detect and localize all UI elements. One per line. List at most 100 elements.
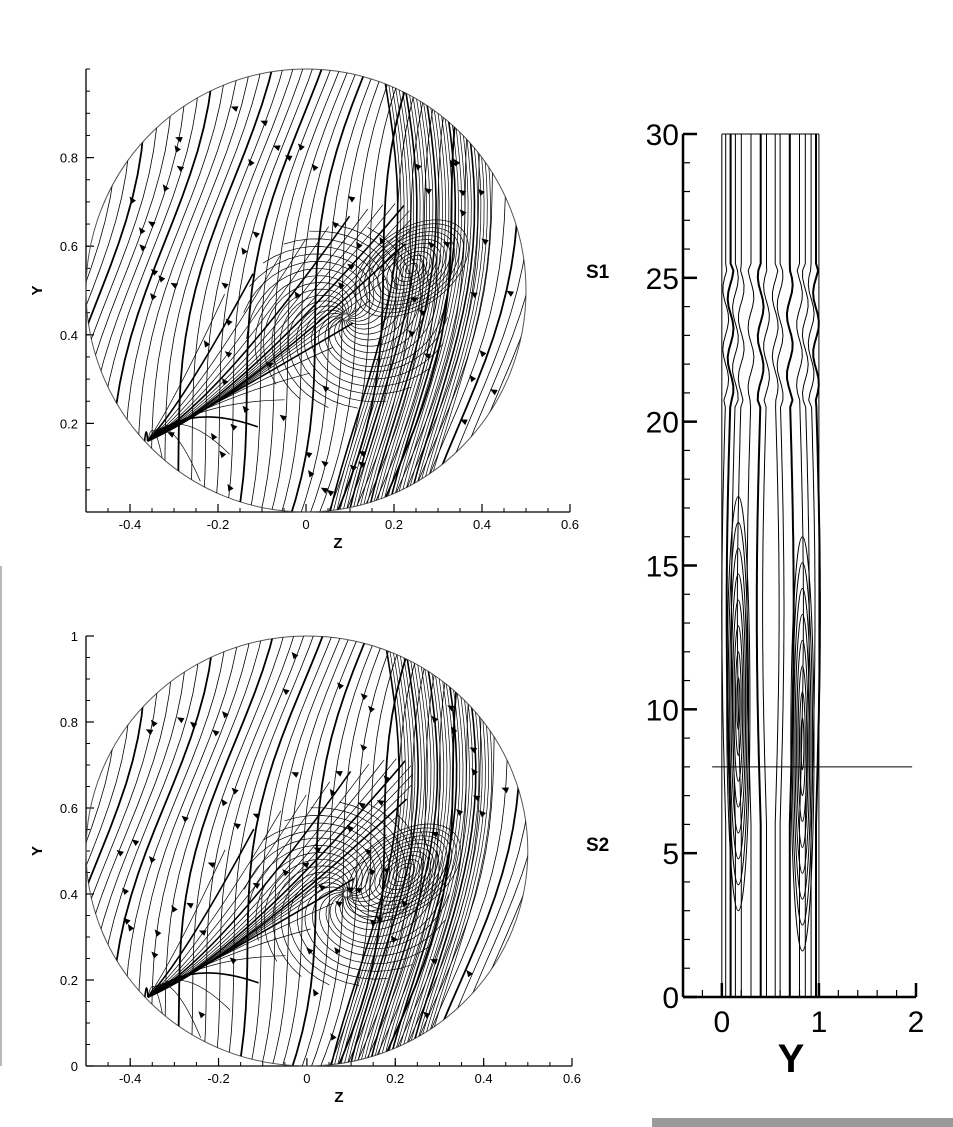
streamline xyxy=(201,69,297,512)
arrowhead xyxy=(360,744,368,752)
y-tick-label: 15 xyxy=(646,551,679,584)
streamline xyxy=(147,849,226,998)
domain-circle xyxy=(85,68,527,513)
arrowhead xyxy=(116,850,124,857)
streamline xyxy=(391,250,432,286)
contour-line xyxy=(755,134,765,997)
arrowhead xyxy=(477,188,485,196)
eddy-contour xyxy=(727,521,750,886)
streamline xyxy=(352,69,421,512)
streamline xyxy=(86,636,187,1066)
streamline xyxy=(304,886,413,972)
streamline xyxy=(338,225,405,335)
streamline xyxy=(348,69,418,512)
arrowhead xyxy=(224,351,233,358)
arrowhead xyxy=(424,188,432,195)
arrowhead xyxy=(158,275,166,283)
arrowhead xyxy=(252,231,260,239)
streamline xyxy=(150,69,253,512)
streamline xyxy=(374,69,443,512)
streamline xyxy=(341,636,427,1066)
streamline xyxy=(263,282,353,385)
arrowhead xyxy=(175,137,183,143)
arrowhead xyxy=(479,350,487,358)
streamline xyxy=(403,69,472,512)
arrowhead xyxy=(151,951,159,959)
y-tick-label: 0.6 xyxy=(60,239,78,254)
streamline xyxy=(378,636,448,1066)
arrowhead xyxy=(331,221,340,229)
arrowhead xyxy=(360,693,368,701)
streamline xyxy=(123,69,228,512)
contour-line xyxy=(807,134,816,997)
x-axis-title: Z xyxy=(334,1089,343,1106)
streamline xyxy=(86,636,159,1066)
arrowhead xyxy=(447,705,455,712)
streamline xyxy=(307,636,390,1066)
arrowhead xyxy=(347,263,355,271)
arrowhead xyxy=(297,143,305,151)
streamline xyxy=(431,69,526,512)
x-axis-title: Y xyxy=(778,1037,805,1081)
arrowhead xyxy=(337,682,344,690)
contour-line xyxy=(736,134,745,997)
streamline xyxy=(147,770,352,998)
streamline xyxy=(147,763,370,998)
channel-contour-plot: 0 5 10 15 20 25 30 0 1 2 Y xyxy=(646,119,925,1081)
arrowhead xyxy=(150,293,157,301)
streamline xyxy=(147,273,254,442)
streamline xyxy=(296,305,387,403)
streamline xyxy=(351,827,457,918)
streamline xyxy=(296,882,388,980)
streamline xyxy=(147,430,171,508)
arrowhead xyxy=(459,209,467,217)
arrowhead xyxy=(176,717,185,724)
streamline xyxy=(396,69,466,512)
streamline xyxy=(306,69,389,512)
streamline xyxy=(263,858,354,962)
arrowhead xyxy=(481,238,489,246)
arrowhead xyxy=(279,414,287,422)
streamline xyxy=(283,238,389,326)
streamline xyxy=(466,636,528,1066)
arrowhead xyxy=(312,988,319,997)
streamline xyxy=(332,69,402,512)
y-axis-title: Y xyxy=(29,846,46,856)
streamline xyxy=(339,801,406,912)
contour-line xyxy=(796,134,804,997)
arrowhead xyxy=(145,729,154,736)
eddy-contour xyxy=(793,588,812,900)
streamline xyxy=(86,69,146,512)
streamline xyxy=(147,423,230,455)
streamline xyxy=(384,69,453,512)
x-tick-label: 0.6 xyxy=(563,1071,581,1086)
streamline xyxy=(379,851,430,894)
streamline xyxy=(328,299,447,368)
bottom-gray-bar xyxy=(652,1118,953,1127)
streamline xyxy=(372,636,441,1066)
eddy-contour xyxy=(790,536,815,952)
x-tick-label: 0 xyxy=(302,517,309,532)
streamline xyxy=(367,69,437,512)
arrowhead xyxy=(148,221,156,228)
arrowhead xyxy=(221,798,228,807)
x-tick-label: 2 xyxy=(908,1006,925,1039)
arrowhead xyxy=(127,924,135,932)
streamline xyxy=(244,837,369,895)
streamline xyxy=(394,636,464,1066)
streamline xyxy=(333,636,403,1066)
streamline xyxy=(147,986,171,1065)
arrowhead xyxy=(356,241,363,250)
streamline xyxy=(288,877,360,986)
arrowhead xyxy=(308,470,315,478)
streamline xyxy=(147,983,202,1038)
arrowhead xyxy=(139,227,146,235)
streamline xyxy=(400,69,469,512)
arrowhead xyxy=(501,787,510,794)
arrowhead xyxy=(252,813,261,820)
streamline xyxy=(249,253,375,320)
streamline xyxy=(224,69,317,512)
x-tick-label: 1 xyxy=(811,1006,828,1039)
arrowhead xyxy=(469,747,478,754)
eddy-contour xyxy=(800,717,805,771)
